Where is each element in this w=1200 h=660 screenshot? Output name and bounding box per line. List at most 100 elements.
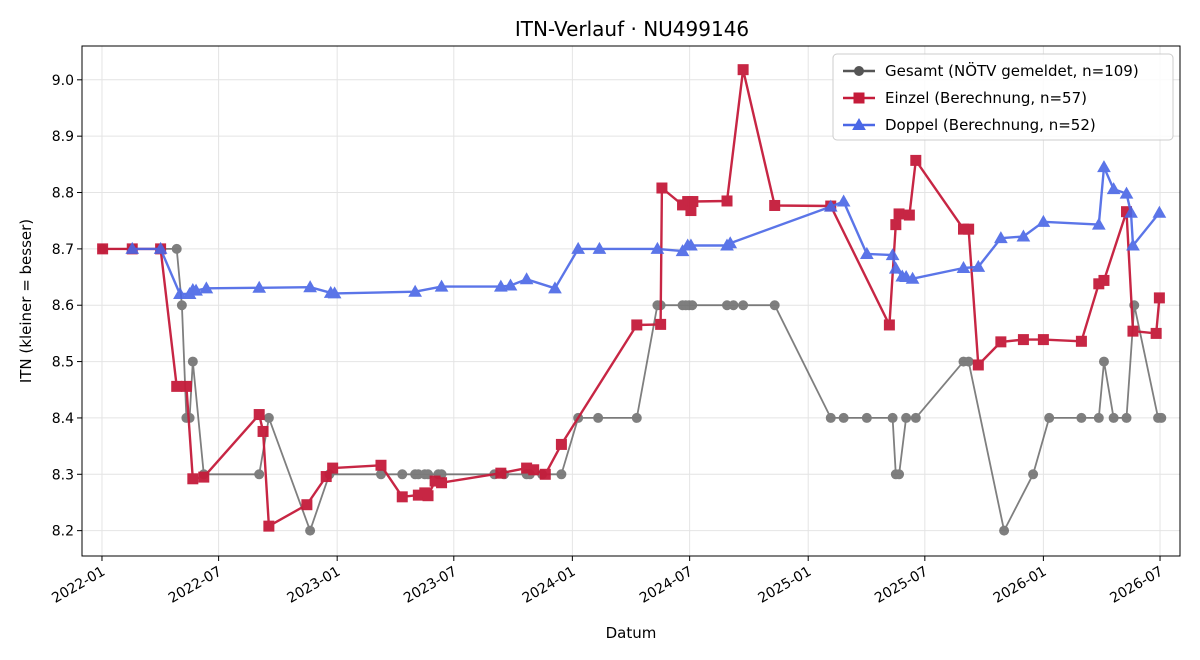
series-square-point (540, 469, 550, 479)
series-square-point (1038, 335, 1048, 345)
y-tick-label: 8.3 (52, 467, 74, 483)
x-tick-label: 2025-07 (872, 564, 931, 607)
series-circle-point (632, 413, 641, 422)
series-square-point (172, 381, 182, 391)
series-square-point (884, 320, 894, 330)
x-tick-label: 2022-01 (49, 564, 108, 607)
legend-swatch-marker (854, 93, 864, 103)
series-square-point (376, 460, 386, 470)
y-tick-label: 8.4 (52, 411, 74, 427)
series-circle-point (1094, 413, 1103, 422)
series-circle-point (398, 470, 407, 479)
legend: Gesamt (NÖTV gemeldet, n=109) Einzel (Ber… (833, 54, 1173, 140)
series-square-point (328, 463, 338, 473)
series-square-point (1154, 293, 1164, 303)
series-circle-point (594, 413, 603, 422)
series-square-point (688, 197, 698, 207)
series-circle-point (306, 526, 315, 535)
series-square-point (264, 521, 274, 531)
series-circle-point (739, 301, 748, 310)
series-circle-point (862, 413, 871, 422)
series-triangle-point (1098, 161, 1110, 172)
series-circle-point (964, 357, 973, 366)
series-square-point (891, 220, 901, 230)
series-triangle-point (1153, 207, 1165, 218)
series-triangle-point (890, 263, 902, 274)
series-triangle-point (521, 273, 533, 284)
y-tick-label: 8.8 (52, 186, 74, 202)
series-circle-point (729, 301, 738, 310)
series-circle-point (895, 470, 904, 479)
x-tick-label: 2026-07 (1107, 564, 1166, 607)
series-square-point (1099, 275, 1109, 285)
series-square-point (254, 410, 264, 420)
y-tick-label: 9.0 (52, 73, 74, 89)
x-tick-label: 2025-01 (756, 564, 815, 607)
series-triangle-point (838, 196, 850, 207)
y-tick-label: 8.7 (52, 242, 74, 258)
x-tick-label: 2024-01 (520, 564, 579, 607)
series-circle-point (1099, 357, 1108, 366)
series-square-point (437, 478, 447, 488)
series-square-point (258, 426, 268, 436)
series-circle-point (902, 413, 911, 422)
legend-entry-label: Doppel (Berechnung, n=52) (885, 116, 1096, 134)
series-square-point (656, 319, 666, 329)
series-circle-point (1157, 413, 1166, 422)
series-circle-point (688, 301, 697, 310)
series-circle-point (1077, 413, 1086, 422)
series-square-point (738, 65, 748, 75)
series-square-point (302, 500, 312, 510)
series-square-point (770, 200, 780, 210)
series-square-point (911, 155, 921, 165)
series-square-point (98, 244, 108, 254)
x-axis-label: Datum (606, 624, 657, 642)
series-circle-point (770, 301, 779, 310)
series-circle-point (826, 413, 835, 422)
series-square-point (632, 320, 642, 330)
series-circle-point (839, 413, 848, 422)
legend-swatch-marker (855, 67, 864, 76)
series-circle-point (264, 413, 273, 422)
series-square-point (1128, 326, 1138, 336)
x-tick-label: 2022-07 (166, 564, 225, 607)
series-circle-point (188, 357, 197, 366)
x-tick-label: 2024-07 (637, 564, 696, 607)
series-circle-point (1122, 413, 1131, 422)
y-tick-label: 8.5 (52, 355, 74, 371)
legend-entry-label: Gesamt (NÖTV gemeldet, n=109) (885, 61, 1139, 80)
series-circle-point (177, 301, 186, 310)
series-circle-point (1000, 526, 1009, 535)
series-square-point (188, 474, 198, 484)
series-square-point (722, 196, 732, 206)
series-square-point (529, 465, 539, 475)
series-square-point (556, 439, 566, 449)
x-tick-label: 2023-01 (285, 564, 344, 607)
series-square-point (496, 468, 506, 478)
series-circle-point (255, 470, 264, 479)
series-circle-point (911, 413, 920, 422)
series-triangle-line (132, 167, 1159, 294)
series-triangle-group (126, 161, 1165, 298)
series-square-point (686, 206, 696, 216)
series-square-point (1018, 335, 1028, 345)
series-square-point (964, 224, 974, 234)
series-square-point (397, 492, 407, 502)
series-square-point (199, 472, 209, 482)
y-tick-label: 8.2 (52, 524, 74, 540)
series-square-point (973, 360, 983, 370)
series-circle-point (888, 413, 897, 422)
series-square-point (894, 209, 904, 219)
series-square-point (904, 210, 914, 220)
series-square-point (181, 381, 191, 391)
x-tick-label: 2023-07 (401, 564, 460, 607)
series-circle-point (1109, 413, 1118, 422)
series-circle-point (172, 244, 181, 253)
y-tick-label: 8.9 (52, 129, 74, 145)
series-square-point (423, 491, 433, 501)
legend-entry-label: Einzel (Berechnung, n=57) (885, 89, 1087, 107)
series-square-point (996, 337, 1006, 347)
series-square-point (657, 183, 667, 193)
y-axis-label: ITN (kleiner = besser) (17, 219, 35, 383)
